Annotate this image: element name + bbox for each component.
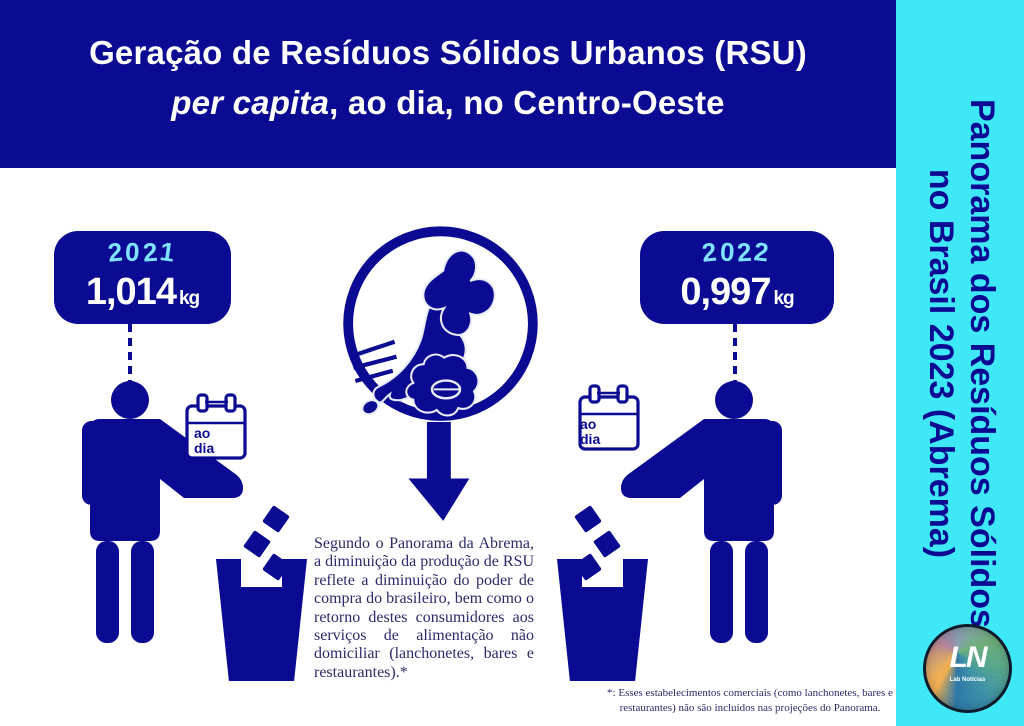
svg-text:ao: ao (580, 416, 596, 432)
svg-text:dia: dia (194, 440, 214, 456)
svg-text:ao: ao (194, 425, 210, 441)
svg-text:dia: dia (580, 431, 600, 447)
